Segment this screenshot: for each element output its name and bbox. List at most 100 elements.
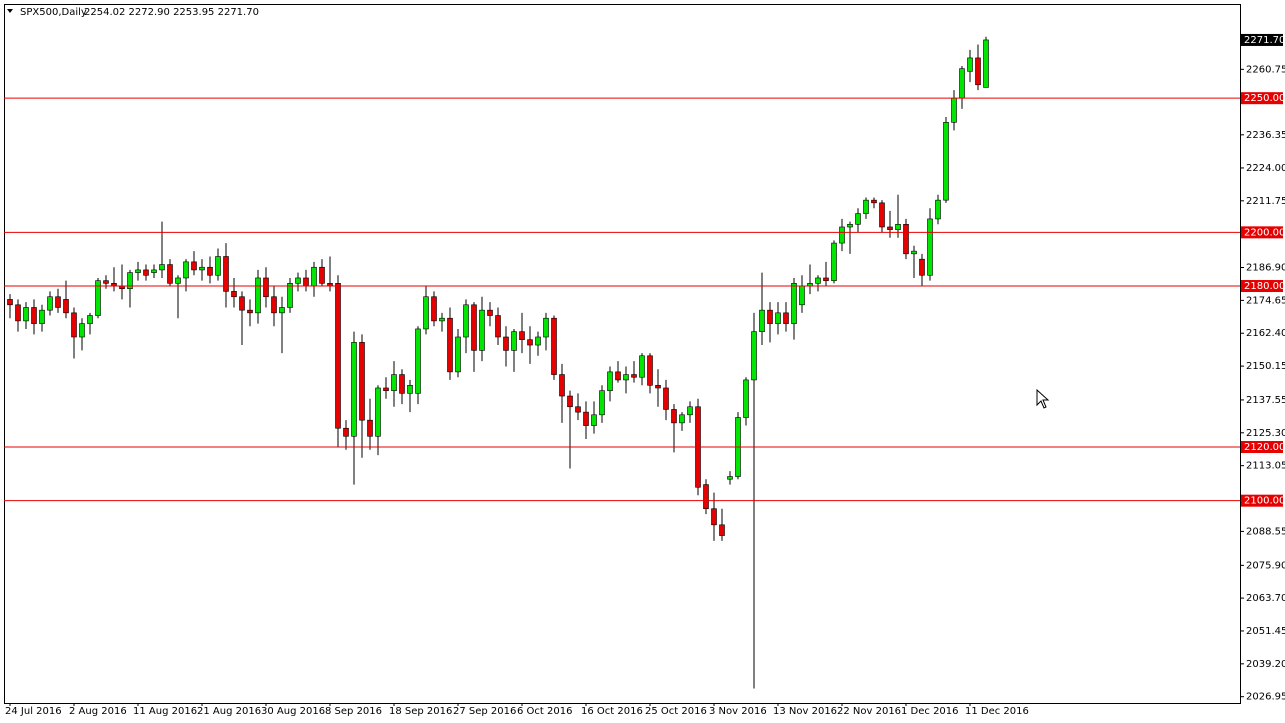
candle-body [727, 476, 733, 480]
candle-body [591, 414, 597, 426]
candle-body [519, 331, 525, 340]
candle-body [599, 390, 605, 416]
candle-body [943, 122, 949, 201]
x-tick-label: 2 Aug 2016 [69, 706, 127, 717]
candle-body [903, 223, 909, 255]
candle-body [887, 226, 893, 230]
ohlc-text: 2254.02 2272.90 2253.95 2271.70 [84, 7, 259, 18]
candle-body [487, 309, 493, 316]
candle-body [871, 199, 877, 204]
x-tick-label: 18 Sep 2016 [389, 706, 452, 717]
candle-body [343, 427, 349, 437]
y-tick-label: 2088.55 [1246, 526, 1285, 537]
candle-body [143, 269, 149, 276]
candle-body [719, 524, 725, 536]
candle-body [191, 261, 197, 271]
candle-body [127, 272, 133, 289]
candle-body [415, 328, 421, 394]
candle-body [287, 283, 293, 308]
candle-body [655, 384, 661, 389]
level-label: 2250.00 [1244, 93, 1285, 104]
candle-body [503, 336, 509, 351]
candle-body [391, 374, 397, 391]
candle-body [527, 339, 533, 346]
candle-body [15, 304, 21, 322]
candle-body [215, 256, 221, 276]
candle-body [431, 296, 437, 322]
level-label: 2200.00 [1244, 227, 1285, 238]
candle-body [703, 484, 709, 510]
candle-body [751, 331, 757, 381]
candle-body [7, 299, 13, 306]
candle-body [351, 342, 357, 437]
level-label-bg [1241, 280, 1283, 293]
mouse-cursor [1036, 388, 1050, 409]
candle-body [39, 309, 45, 324]
candle-body [567, 395, 573, 408]
y-tick-label: 2039.20 [1246, 659, 1285, 670]
candle-body [663, 387, 669, 410]
candle-body [911, 250, 917, 255]
candle-body [647, 355, 653, 386]
candle-body [223, 256, 229, 292]
last-price-label: 2271.70 [1244, 35, 1285, 46]
level-label: 2120.00 [1244, 442, 1285, 453]
candle-body [471, 304, 477, 351]
candle-body [87, 315, 93, 324]
candle-body [47, 296, 53, 311]
candle-body [927, 218, 933, 276]
level-label-bg [1241, 226, 1283, 239]
y-tick-label: 2125.30 [1246, 428, 1285, 439]
candle-body [607, 371, 613, 391]
candle-body [183, 261, 189, 279]
candle-body [639, 355, 645, 378]
candle-body [247, 309, 253, 314]
x-tick-label: 24 Jul 2016 [5, 706, 62, 717]
candle-body [135, 269, 141, 273]
candle-body [303, 277, 309, 287]
y-tick-label: 2051.45 [1246, 626, 1285, 637]
y-tick-label: 2236.35 [1246, 130, 1285, 141]
candle-body [967, 57, 973, 72]
y-tick-label: 2026.95 [1246, 692, 1285, 703]
candle-body [935, 199, 941, 220]
candle-body [919, 258, 925, 276]
candle-body [855, 213, 861, 225]
candle-body [271, 296, 277, 314]
y-tick-label: 2224.00 [1246, 163, 1285, 174]
candle-body [711, 508, 717, 526]
candle-body [575, 406, 581, 413]
candle-body [23, 307, 29, 322]
candle-body [615, 371, 621, 381]
candle-body [983, 39, 989, 88]
y-tick-label: 2113.05 [1246, 461, 1285, 472]
candle-body [423, 296, 429, 330]
candle-body [863, 199, 869, 214]
y-tick-label: 2186.90 [1246, 263, 1285, 274]
x-tick-label: 11 Aug 2016 [133, 706, 197, 717]
candle-body [463, 304, 469, 338]
candle-body [479, 309, 485, 351]
y-tick-label: 2211.75 [1246, 196, 1285, 207]
candle-body [399, 374, 405, 394]
candle-body [319, 266, 325, 284]
candle-body [367, 419, 373, 437]
candle-body [583, 411, 589, 426]
level-label: 2100.00 [1244, 496, 1285, 507]
candle-body [103, 280, 109, 284]
candle-body [743, 379, 749, 418]
candle-body [895, 223, 901, 230]
candle-body [551, 317, 557, 375]
candle-body [295, 277, 301, 284]
y-tick-label: 2137.55 [1246, 395, 1285, 406]
candle-body [239, 296, 245, 311]
x-tick-label: 22 Nov 2016 [837, 706, 901, 717]
x-tick-label: 16 Oct 2016 [581, 706, 643, 717]
y-tick-label: 2162.40 [1246, 328, 1285, 339]
menu-arrow[interactable] [7, 9, 13, 13]
candle-body [95, 280, 101, 316]
y-tick-label: 2075.90 [1246, 560, 1285, 571]
candle-body [455, 336, 461, 373]
y-tick-label: 2063.70 [1246, 593, 1285, 604]
